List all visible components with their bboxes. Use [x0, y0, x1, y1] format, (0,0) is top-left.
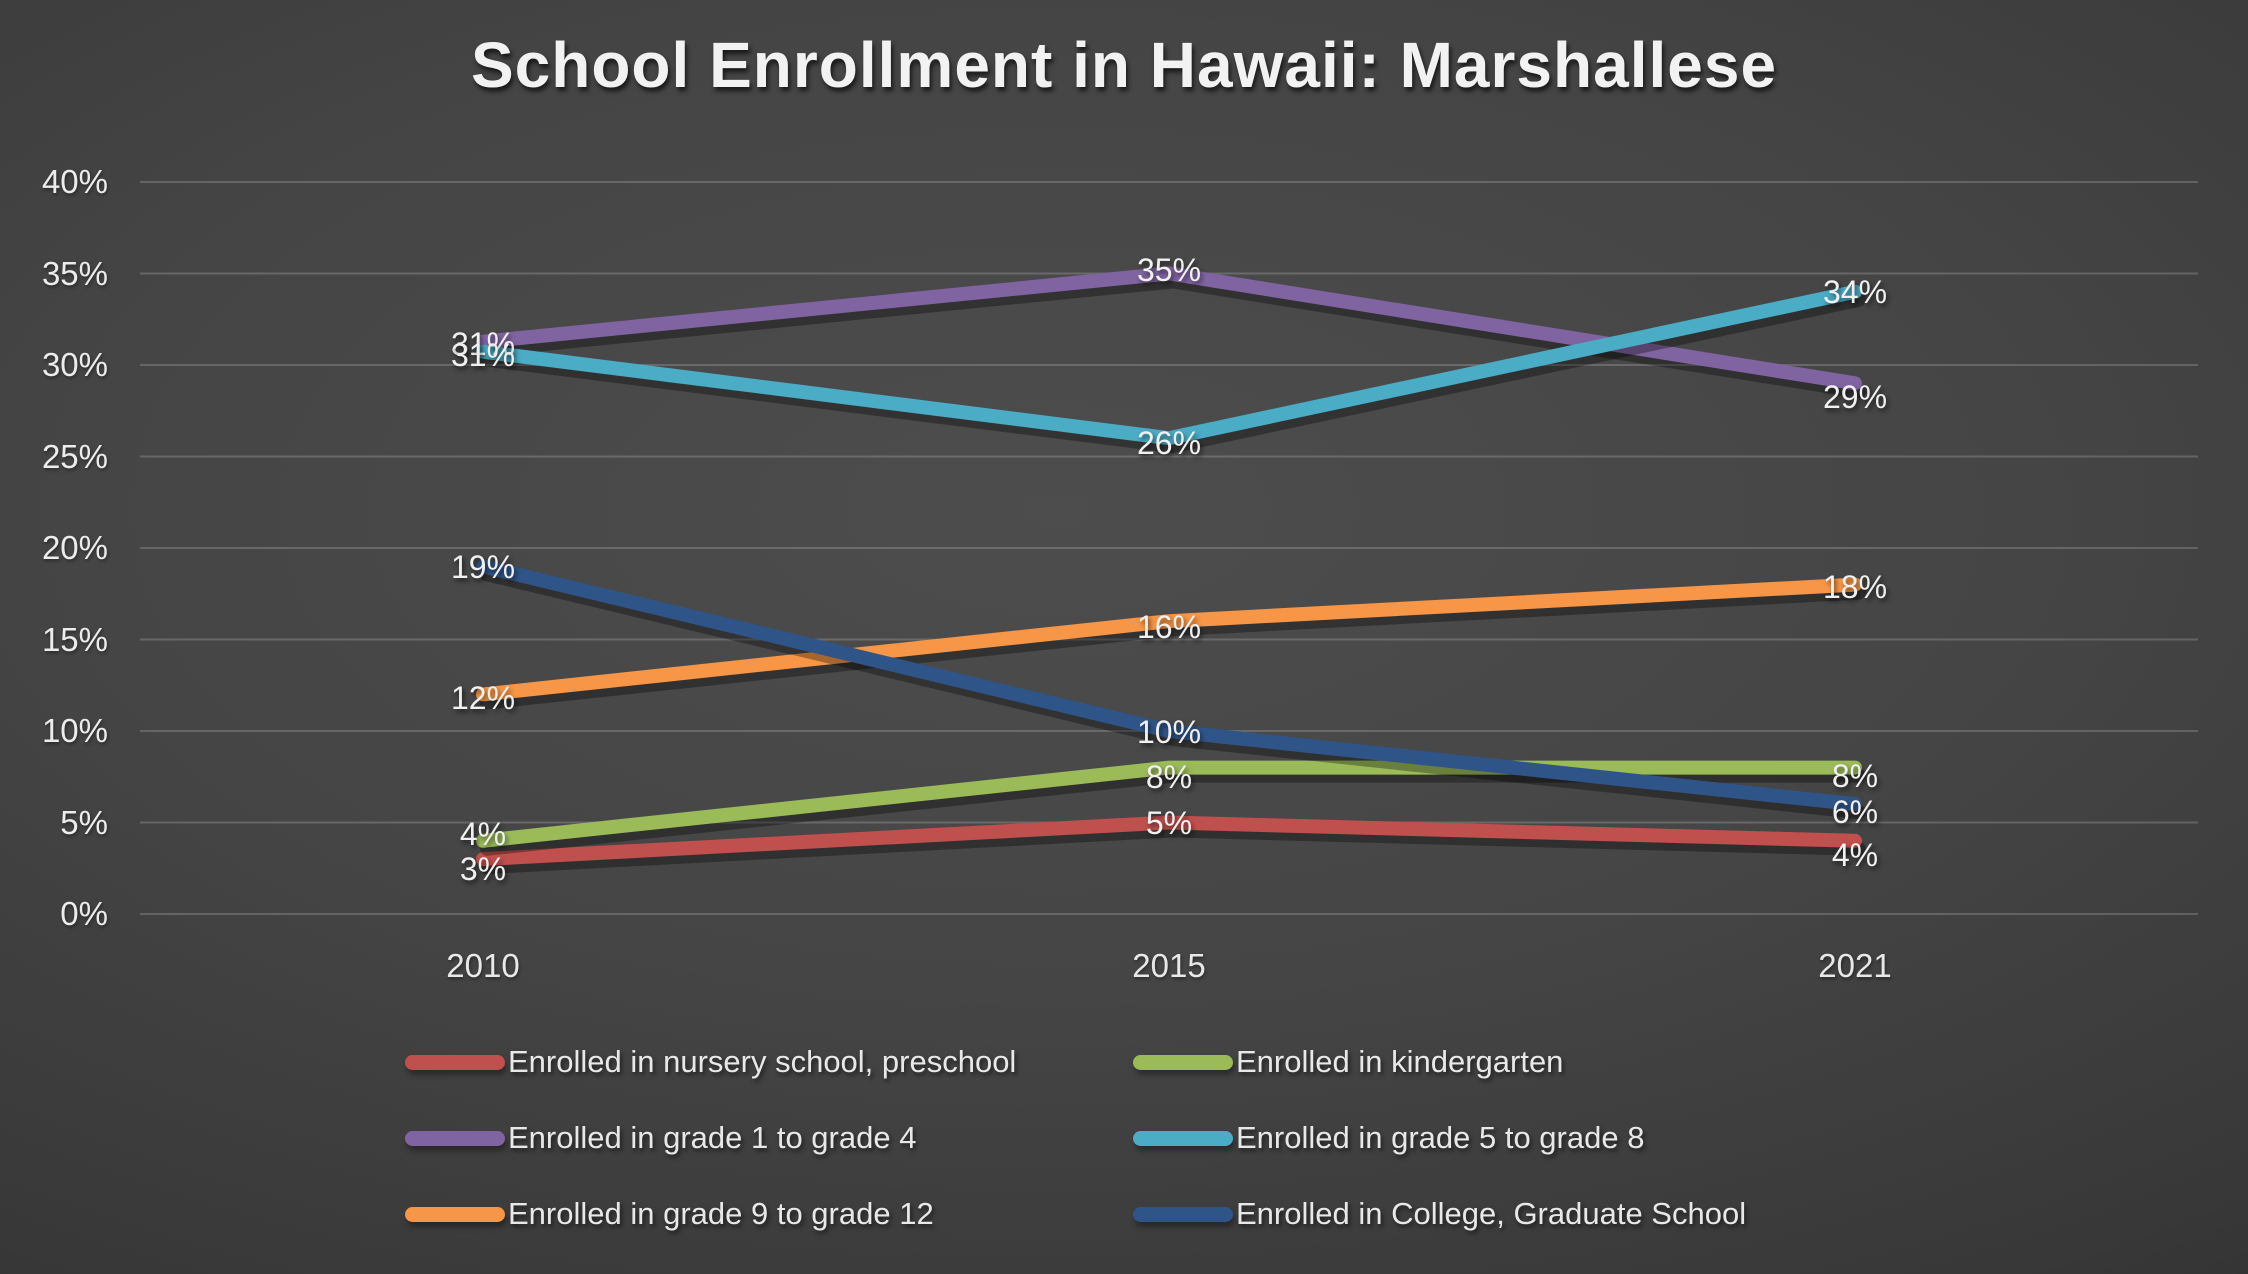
data-label: 18% [1822, 568, 1888, 605]
legend-label: Enrolled in nursery school, preschool [508, 1044, 1017, 1079]
data-label: 4% [459, 815, 507, 852]
series-line-6 [476, 559, 1862, 812]
x-axis-tick-label: 2021 [1818, 947, 1892, 984]
legend-item: Enrolled in kindergarten [1133, 1042, 1563, 1082]
legend-item: Enrolled in grade 9 to grade 12 [405, 1194, 934, 1234]
series-line-4 [476, 284, 1862, 446]
y-axis-tick-label: 5% [60, 803, 108, 841]
legend-label: Enrolled in grade 1 to grade 4 [508, 1120, 917, 1155]
y-axis-tick-label: 35% [41, 254, 108, 292]
data-label: 26% [1136, 425, 1202, 462]
data-label: 16% [1136, 609, 1202, 646]
y-axis-tick-label: 40% [41, 163, 108, 200]
series-line-shadow [480, 274, 1866, 399]
y-axis-tick-label: 15% [41, 620, 108, 658]
data-label: 31% [450, 325, 516, 362]
x-axis-tick-label: 2010 [446, 947, 520, 984]
legend-swatch [1133, 1130, 1233, 1146]
data-label: 34% [1822, 273, 1888, 310]
legend-item: Enrolled in nursery school, preschool [405, 1042, 1016, 1082]
series-line-shadow [480, 823, 1866, 875]
data-label: 29% [1822, 379, 1888, 416]
legend-swatch [405, 1206, 505, 1222]
series-line-1 [476, 815, 1862, 867]
legend-label: Enrolled in kindergarten [1236, 1044, 1564, 1079]
series-line-2 [476, 760, 1862, 848]
legend-item: Enrolled in grade 1 to grade 4 [405, 1118, 916, 1158]
data-label: 8% [1831, 757, 1879, 794]
series-line-shadow [480, 292, 1866, 454]
y-axis-tick-label: 30% [41, 346, 108, 383]
data-label: 35% [1136, 251, 1202, 288]
y-axis-tick-label: 10% [41, 712, 108, 749]
series-line-5 [476, 577, 1862, 702]
legend-item: Enrolled in College, Graduate School [1133, 1194, 1746, 1234]
series-lines [476, 266, 1866, 875]
legend-swatch [405, 1054, 505, 1070]
legend-swatch [1133, 1054, 1233, 1070]
data-label: 5% [1145, 804, 1193, 841]
chart-title: School Enrollment in Hawaii: Marshallese [470, 29, 1778, 101]
y-axis-tick-label: 20% [41, 529, 108, 566]
y-axis-tick-label: 25% [41, 437, 108, 475]
x-axis-tick-label: 2015 [1132, 947, 1206, 984]
legend-label: Enrolled in grade 5 to grade 8 [1236, 1120, 1645, 1155]
y-axis-tick-label: 0% [60, 895, 108, 932]
legend-swatch [405, 1130, 505, 1146]
data-label: 6% [1831, 794, 1879, 831]
series-line-shadow [480, 585, 1866, 710]
data-label: 4% [1831, 836, 1879, 873]
data-label: 3% [459, 851, 507, 888]
data-label: 12% [450, 680, 516, 717]
legend-item: Enrolled in grade 5 to grade 8 [1133, 1118, 1644, 1158]
data-label: 31% [450, 336, 516, 373]
legend-label: Enrolled in grade 9 to grade 12 [508, 1196, 934, 1231]
legend-swatch [1133, 1206, 1233, 1222]
data-label: 8% [1145, 758, 1193, 795]
data-label: 10% [1136, 714, 1202, 750]
data-label: 19% [450, 549, 516, 586]
legend-label: Enrolled in College, Graduate School [1236, 1196, 1747, 1231]
